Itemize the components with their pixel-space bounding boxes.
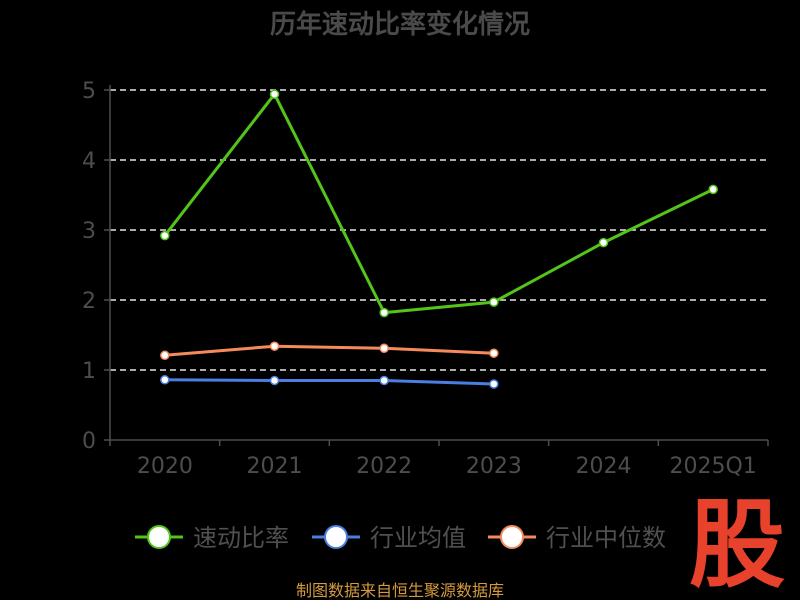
series-point <box>269 375 280 386</box>
legend-swatch-marker <box>500 525 524 549</box>
y-tick-label: 4 <box>82 149 96 174</box>
series-point <box>269 341 280 351</box>
series-point <box>160 350 170 361</box>
series-point <box>598 237 609 248</box>
x-tick-label: 2024 <box>576 454 632 479</box>
legend-swatch-marker <box>147 525 171 549</box>
series-point <box>489 379 499 389</box>
x-tick-label: 2022 <box>356 454 412 479</box>
grid <box>110 89 768 371</box>
legend-item: 速动比率 <box>135 524 289 552</box>
y-tick-label: 3 <box>82 219 96 244</box>
series-line <box>164 378 494 386</box>
x-tick-label: 2023 <box>466 454 522 479</box>
y-tick-label: 0 <box>82 429 96 454</box>
series-point <box>160 375 170 385</box>
legend-label: 行业中位数 <box>546 524 666 552</box>
series-point <box>379 375 389 386</box>
y-tick-label: 1 <box>82 359 96 384</box>
legend-label: 速动比率 <box>193 524 289 552</box>
x-tick-label: 2020 <box>137 454 193 479</box>
series-group <box>160 89 718 389</box>
x-tick-label: 2025Q1 <box>670 454 757 479</box>
source-note: 制图数据来自恒生聚源数据库 <box>296 581 504 600</box>
x-tick-label: 2021 <box>247 454 303 479</box>
series-point <box>269 89 280 99</box>
axes: 0 1 2 3 4 5 2020 2021 2022 2023 2024 2025Q1 <box>82 79 769 479</box>
series-point <box>379 343 389 354</box>
series-point <box>489 348 499 358</box>
series-point <box>708 184 718 195</box>
y-tick-label: 5 <box>82 79 96 104</box>
series-point <box>160 230 170 241</box>
y-tick-label: 2 <box>82 289 96 314</box>
legend-swatch-marker <box>324 525 348 549</box>
series-line <box>164 344 494 357</box>
series-point <box>379 307 389 318</box>
series-line <box>163 92 714 315</box>
legend-item: 行业均值 <box>312 524 466 552</box>
legend-item: 行业中位数 <box>488 524 666 552</box>
series-point <box>489 297 499 307</box>
logo-glyph: 股 <box>689 489 785 600</box>
legend: 速动比率 行业均值 行业中位数 <box>135 524 666 552</box>
legend-label: 行业均值 <box>370 524 466 552</box>
chart-title: 历年速动比率变化情况 <box>270 9 530 40</box>
